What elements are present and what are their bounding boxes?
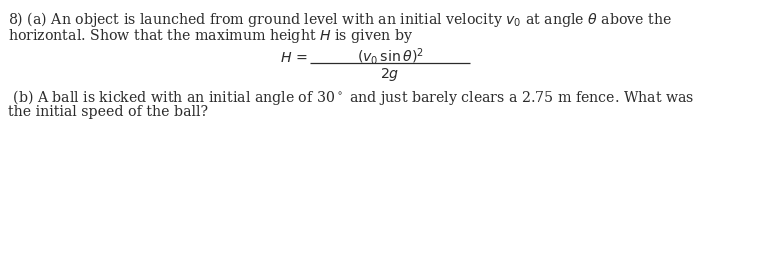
Text: (b) A ball is kicked with an initial angle of 30$^\circ$ and just barely clears : (b) A ball is kicked with an initial ang… — [8, 88, 694, 107]
Text: the initial speed of the ball?: the initial speed of the ball? — [8, 105, 208, 119]
Text: $(v_0\,\mathrm{sin}\,\theta)^2$: $(v_0\,\mathrm{sin}\,\theta)^2$ — [356, 46, 423, 67]
Text: $2g$: $2g$ — [380, 66, 400, 83]
Text: 8) (a) An object is launched from ground level with an initial velocity $v_0$ at: 8) (a) An object is launched from ground… — [8, 10, 672, 29]
Text: $H\,=$: $H\,=$ — [280, 51, 308, 65]
Text: horizontal. Show that the maximum height $H$ is given by: horizontal. Show that the maximum height… — [8, 27, 414, 45]
